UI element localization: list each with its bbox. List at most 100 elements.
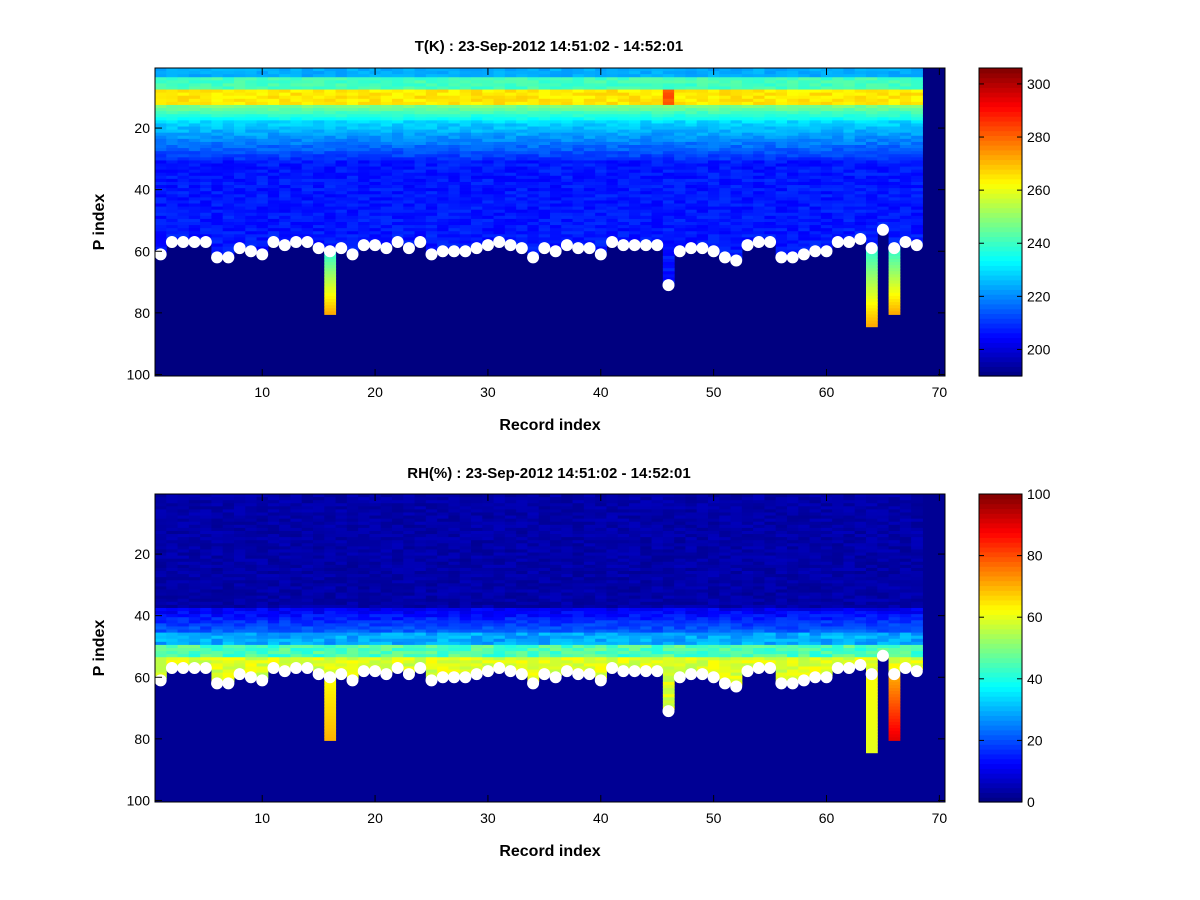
heatmap-cell (290, 114, 303, 118)
heatmap-cell (267, 160, 280, 164)
heatmap-cell (301, 132, 314, 137)
heatmap-cell (504, 138, 517, 143)
heatmap-cell (674, 138, 686, 143)
heatmap-cell (877, 203, 890, 208)
heatmap-cell (583, 218, 596, 223)
heatmap-cell (538, 117, 551, 121)
heatmap-cell (527, 83, 540, 87)
heatmap-cell (550, 163, 562, 168)
heatmap-cell (809, 197, 822, 201)
heatmap-cell (899, 206, 912, 211)
heatmap-cell (188, 509, 201, 513)
heatmap-cell (245, 89, 258, 94)
heatmap-cell (290, 129, 303, 134)
heatmap-cell (820, 77, 833, 81)
heatmap-cell (595, 194, 607, 198)
heatmap-cell (200, 200, 212, 205)
heatmap-cell (866, 194, 878, 198)
heatmap-cell (911, 191, 923, 195)
heatmap-cell (245, 117, 258, 121)
heatmap-cell (188, 595, 201, 600)
heatmap-cell (482, 194, 495, 198)
heatmap-cell (843, 172, 856, 177)
heatmap-cell (753, 145, 765, 149)
heatmap-cell (200, 129, 212, 134)
heatmap-cell (369, 120, 382, 124)
heatmap-cell (222, 524, 235, 529)
heatmap-cell (245, 567, 258, 572)
heatmap-cell (380, 74, 393, 78)
heatmap-cell (662, 255, 675, 260)
heatmap-cell (538, 222, 551, 226)
heatmap-cell (696, 117, 709, 121)
heatmap-cell (899, 212, 912, 217)
heatmap-cell (843, 197, 856, 201)
heatmap-cell (414, 68, 427, 72)
heatmap-cell (550, 138, 562, 143)
heatmap-cell (595, 141, 607, 146)
colorbar-segment (979, 313, 1022, 319)
heatmap-cell (820, 98, 833, 103)
heatmap-cell (662, 240, 675, 245)
heatmap-cell (595, 243, 607, 248)
heatmap-cell (279, 185, 291, 189)
heatmap-cell (200, 644, 212, 649)
heatmap-cell (267, 509, 280, 513)
heatmap-cell (358, 123, 370, 128)
heatmap-cell (188, 225, 201, 229)
heatmap-cell (448, 163, 461, 168)
heatmap-cell (854, 185, 867, 189)
heatmap-cell (346, 163, 359, 168)
heatmap-cell (504, 234, 517, 238)
heatmap-cell (651, 126, 664, 131)
heatmap-cell (899, 157, 912, 161)
heatmap-cell (267, 530, 280, 535)
heatmap-cell (764, 77, 777, 81)
heatmap-cell (753, 123, 765, 128)
heatmap-cell (820, 206, 833, 211)
heatmap-cell (640, 197, 653, 201)
heatmap-cell (335, 101, 348, 106)
heatmap-cell (527, 117, 540, 121)
heatmap-cell (493, 86, 506, 91)
heatmap-cell (629, 148, 641, 152)
heatmap-cell (572, 141, 585, 146)
heatmap-cell (820, 104, 833, 109)
heatmap-cell (866, 157, 878, 161)
heatmap-cell (719, 114, 732, 118)
heatmap-cell (234, 571, 246, 575)
heatmap-cell (324, 305, 337, 309)
heatmap-cell (471, 169, 483, 174)
heatmap-cell (437, 215, 449, 220)
heatmap-cell (313, 83, 325, 87)
heatmap-cell (561, 114, 574, 118)
heatmap-cell (550, 126, 562, 131)
heatmap-cell (392, 181, 404, 186)
heatmap-cell (538, 225, 551, 229)
heatmap-cell (267, 549, 280, 554)
colorbar-segment (979, 173, 1022, 180)
heatmap-cell (911, 175, 923, 180)
heatmap-cell (369, 154, 382, 158)
heatmap-cell (899, 228, 912, 232)
heatmap-cell (392, 71, 404, 75)
heatmap-cell (177, 543, 190, 547)
heatmap-cell (674, 166, 686, 171)
heatmap-cell (245, 592, 258, 597)
heatmap-cell (177, 123, 190, 128)
heatmap-cell (380, 80, 393, 84)
heatmap-cell (324, 129, 337, 134)
heatmap-cell (211, 549, 224, 554)
heatmap-cell (313, 71, 325, 75)
heatmap-cell (504, 185, 517, 189)
heatmap-cell (211, 672, 224, 677)
heatmap-cell (843, 141, 856, 146)
heatmap-cell (188, 188, 201, 192)
heatmap-cell (854, 218, 867, 223)
heatmap-cell (809, 74, 822, 78)
heatmap-cell (437, 188, 449, 192)
heatmap-cell (234, 518, 246, 523)
heatmap-cell (696, 77, 709, 81)
